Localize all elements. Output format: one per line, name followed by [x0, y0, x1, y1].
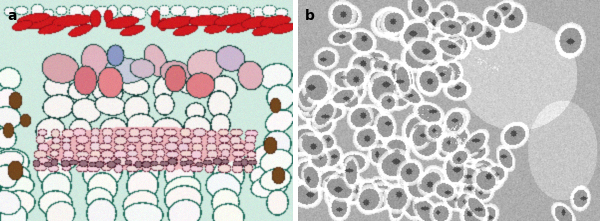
Text: a: a	[7, 9, 17, 23]
Text: b: b	[305, 9, 315, 23]
